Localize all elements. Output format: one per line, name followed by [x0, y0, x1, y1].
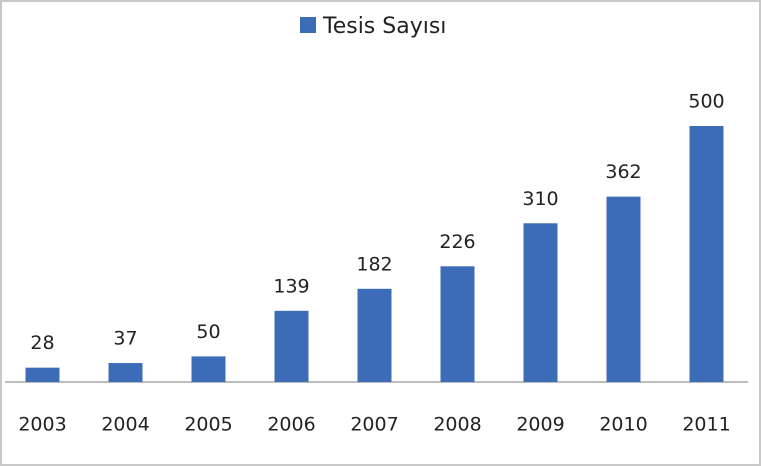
x-tick-label: 2009	[516, 414, 564, 436]
bar	[606, 196, 641, 382]
data-label: 362	[605, 161, 641, 183]
legend-label: Tesis Sayısı	[322, 14, 446, 39]
bar	[25, 367, 60, 382]
bar	[274, 310, 309, 382]
data-label: 50	[196, 321, 220, 343]
x-tick-label: 2011	[682, 414, 730, 436]
x-tick-label: 2006	[267, 414, 315, 436]
bar	[689, 126, 724, 382]
data-label: 182	[356, 253, 392, 275]
x-tick-label: 2007	[350, 414, 398, 436]
data-label: 500	[688, 91, 724, 113]
x-tick-label: 2010	[599, 414, 647, 436]
x-tick-label: 2003	[18, 414, 66, 436]
data-label: 139	[273, 275, 309, 297]
data-label: 28	[30, 332, 54, 354]
x-tick-label: 2008	[433, 414, 481, 436]
legend-swatch	[300, 17, 316, 33]
data-label: 226	[439, 231, 475, 253]
bar	[523, 223, 558, 382]
bar	[440, 266, 475, 382]
data-label: 37	[113, 328, 137, 350]
bar	[108, 363, 143, 382]
bar	[191, 356, 226, 382]
x-tick-label: 2004	[101, 414, 149, 436]
data-label: 310	[522, 188, 558, 210]
bar	[357, 288, 392, 382]
x-tick-label: 2005	[184, 414, 232, 436]
